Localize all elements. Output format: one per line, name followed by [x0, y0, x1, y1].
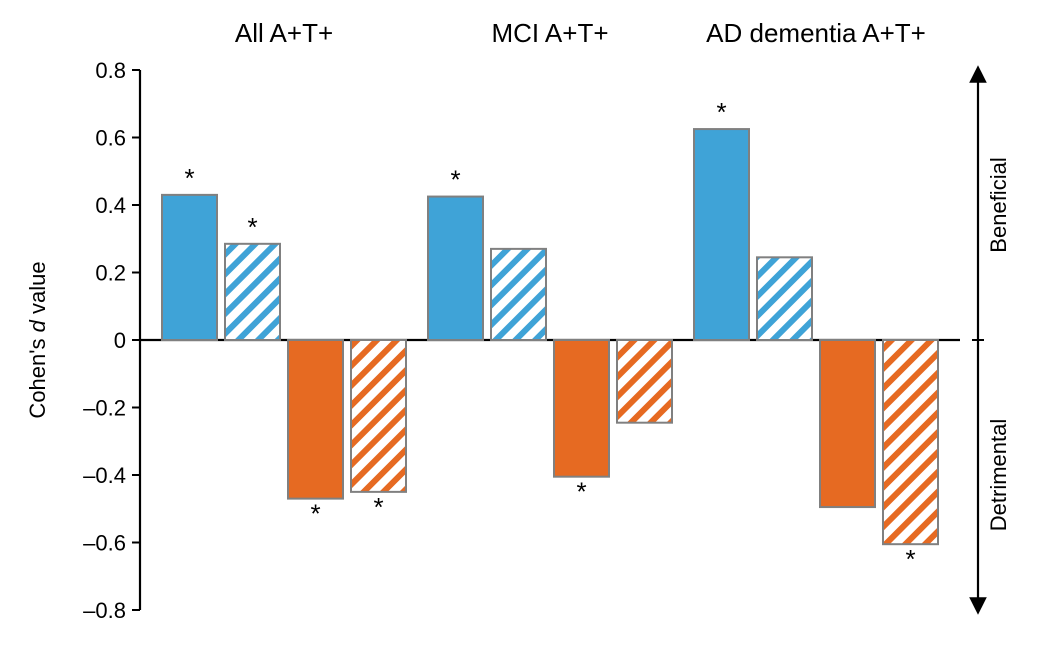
bar [162, 195, 217, 340]
ytick-label: 0.2 [95, 261, 126, 286]
significance-marker: * [450, 165, 460, 195]
bar [757, 257, 812, 340]
bar [617, 340, 672, 423]
bar [820, 340, 875, 507]
significance-marker: * [373, 492, 383, 522]
ytick-label: 0.8 [95, 58, 126, 83]
ytick-label: 0.4 [95, 193, 126, 218]
significance-marker: * [247, 212, 257, 242]
ytick-label: 0.6 [95, 126, 126, 151]
chart-stage: 0.8 0.6 0.4 0.2 0 –0.2 –0.4 –0.6 –0.8 Cohen's d v… [0, 0, 1050, 646]
y-axis-label: Cohen's d value [25, 261, 50, 418]
ytick-label: –0.6 [83, 531, 126, 556]
bar [428, 197, 483, 340]
bar [883, 340, 938, 544]
group-label: MCI A+T+ [491, 18, 608, 48]
bar [225, 244, 280, 340]
ytick-label: –0.2 [83, 396, 126, 421]
significance-marker: * [184, 163, 194, 193]
bar [554, 340, 609, 477]
bar [351, 340, 406, 492]
chart-svg: 0.8 0.6 0.4 0.2 0 –0.2 –0.4 –0.6 –0.8 Cohen's d v… [0, 0, 1050, 646]
significance-marker: * [576, 477, 586, 507]
bar [694, 129, 749, 340]
significance-marker: * [310, 499, 320, 529]
ytick-label: –0.8 [83, 598, 126, 623]
bar [491, 249, 546, 340]
ytick-label: 0 [114, 328, 126, 353]
bar [288, 340, 343, 499]
group-label: All A+T+ [235, 18, 333, 48]
right-label-beneficial: Beneficial [986, 157, 1011, 252]
significance-marker: * [905, 544, 915, 574]
significance-marker: * [716, 97, 726, 127]
ytick-label: –0.4 [83, 463, 126, 488]
group-label: AD dementia A+T+ [706, 18, 926, 48]
right-label-detrimental: Detrimental [986, 419, 1011, 531]
